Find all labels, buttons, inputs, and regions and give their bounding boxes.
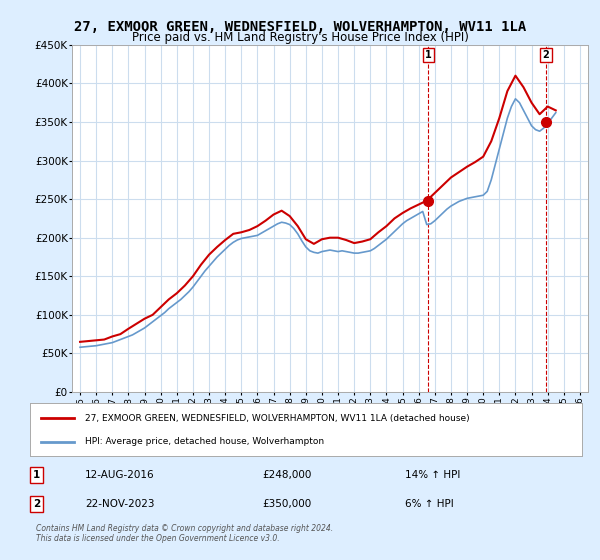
- Text: £248,000: £248,000: [262, 470, 311, 480]
- Text: 22-NOV-2023: 22-NOV-2023: [85, 500, 155, 510]
- Text: 6% ↑ HPI: 6% ↑ HPI: [406, 500, 454, 510]
- Text: Contains HM Land Registry data © Crown copyright and database right 2024.
This d: Contains HM Land Registry data © Crown c…: [36, 524, 333, 543]
- Text: 1: 1: [33, 470, 40, 480]
- Text: £350,000: £350,000: [262, 500, 311, 510]
- Text: 12-AUG-2016: 12-AUG-2016: [85, 470, 155, 480]
- Text: 2: 2: [33, 500, 40, 510]
- Text: 2: 2: [543, 50, 550, 60]
- Text: HPI: Average price, detached house, Wolverhampton: HPI: Average price, detached house, Wolv…: [85, 437, 325, 446]
- Text: 27, EXMOOR GREEN, WEDNESFIELD, WOLVERHAMPTON, WV11 1LA: 27, EXMOOR GREEN, WEDNESFIELD, WOLVERHAM…: [74, 20, 526, 34]
- Text: 1: 1: [425, 50, 432, 60]
- Text: 14% ↑ HPI: 14% ↑ HPI: [406, 470, 461, 480]
- Text: 27, EXMOOR GREEN, WEDNESFIELD, WOLVERHAMPTON, WV11 1LA (detached house): 27, EXMOOR GREEN, WEDNESFIELD, WOLVERHAM…: [85, 414, 470, 423]
- Text: Price paid vs. HM Land Registry's House Price Index (HPI): Price paid vs. HM Land Registry's House …: [131, 31, 469, 44]
